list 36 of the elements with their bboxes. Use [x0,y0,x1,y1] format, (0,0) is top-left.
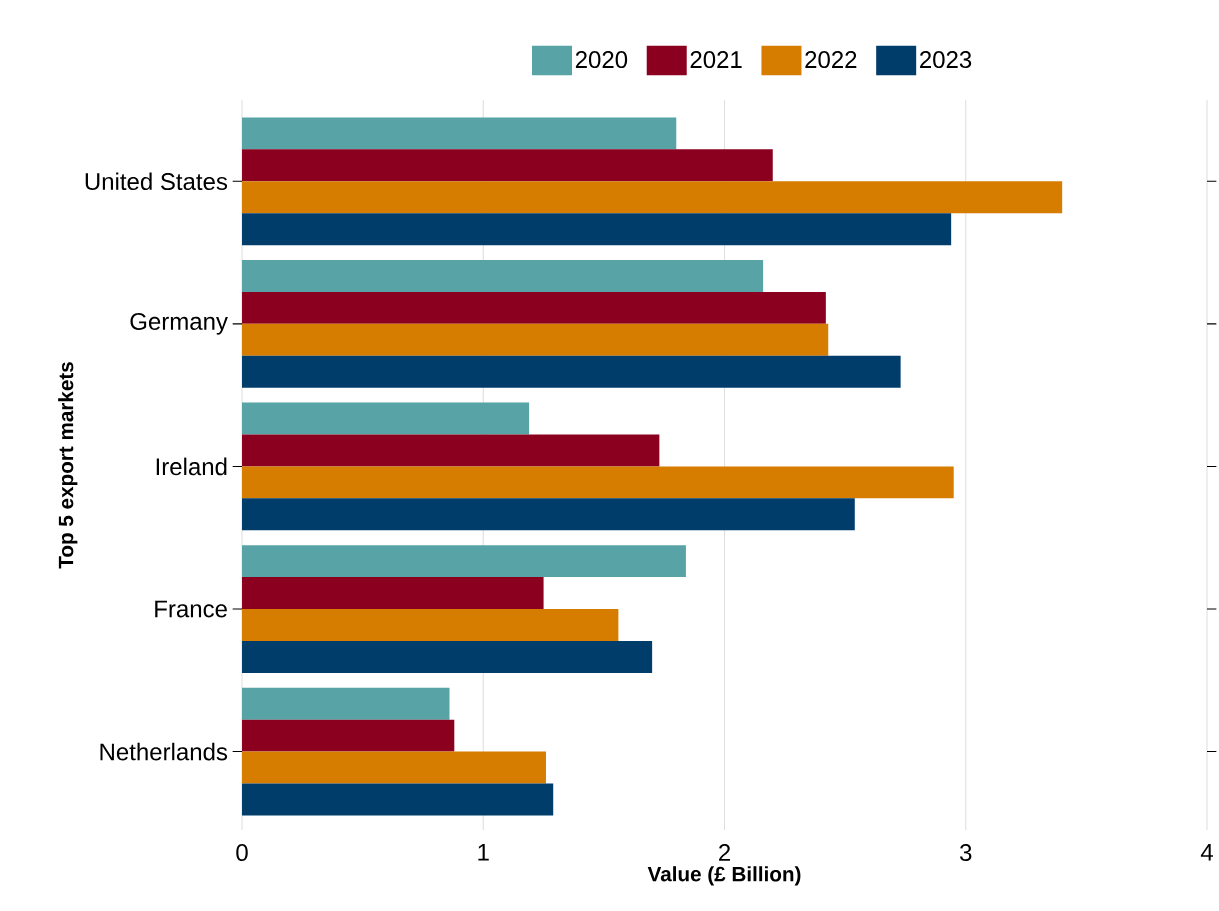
bar [242,402,530,435]
x-tick-label: 4 [1200,844,1213,861]
legend-label: 2022 [805,51,857,69]
bar [242,498,855,531]
bar [242,434,660,467]
y-tick-label: United States [85,172,228,191]
x-tick-label: 2 [719,844,730,861]
bar [242,640,653,673]
x-axis-title: Value (£ Billion) [647,866,801,886]
bar [242,719,455,752]
bar [242,323,829,356]
y-tick-label: Germany [130,312,228,335]
y-tick-label: Ireland [156,457,227,476]
bar [242,181,1063,214]
y-axis-title: Top 5 export markets [58,362,78,569]
bar [242,149,773,182]
legend-label: 2021 [690,51,742,69]
legend-label: 2020 [575,51,628,69]
bar [242,783,554,816]
bar [242,577,544,610]
bar [242,751,546,784]
x-tick-label: 0 [236,844,248,862]
bar [242,355,901,388]
bar [242,117,677,150]
bar [242,259,764,292]
bar [242,609,619,641]
y-tick-label: Netherlands [100,742,228,761]
y-tick-label: France [155,600,227,618]
x-tick-label: 1 [478,844,489,861]
bar [242,545,686,578]
bar [242,213,952,246]
bar [242,687,450,720]
bar [242,291,826,324]
bar [242,466,954,499]
legend-label: 2023 [920,51,972,69]
x-tick-label: 3 [960,844,972,862]
